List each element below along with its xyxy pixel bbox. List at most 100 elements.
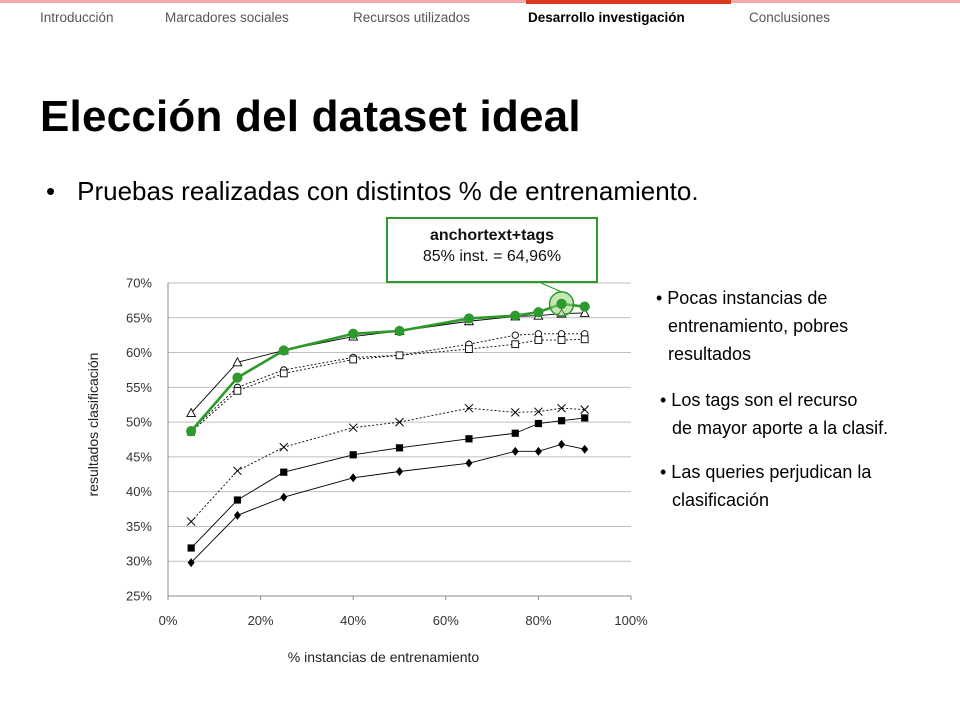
note-line: • Pocas instancias de <box>656 288 828 308</box>
series-line <box>190 333 585 431</box>
series-circle-filled <box>186 298 590 437</box>
y-tick-label: 65% <box>126 310 152 325</box>
data-point <box>233 510 241 520</box>
data-point <box>396 466 403 476</box>
series-circle-open <box>187 330 589 435</box>
data-point <box>232 356 243 367</box>
x-tick-label: 100% <box>614 613 648 628</box>
y-axis-label: resultados clasificación <box>85 353 101 497</box>
data-point <box>580 335 589 344</box>
note-line: clasificación <box>672 490 770 510</box>
data-point <box>233 496 242 504</box>
x-tick-label: 80% <box>525 613 551 628</box>
nav-item-desarrollo[interactable]: Desarrollo investigación <box>528 10 685 25</box>
data-point <box>534 419 542 428</box>
data-point <box>349 355 358 364</box>
data-point <box>557 336 566 344</box>
y-tick-label: 45% <box>126 449 152 464</box>
data-point <box>186 426 197 437</box>
data-point <box>280 492 288 502</box>
data-point <box>511 446 519 456</box>
data-point <box>279 369 288 378</box>
series-triangle <box>186 307 590 418</box>
series-line <box>190 302 585 433</box>
data-point <box>233 386 242 395</box>
data-point <box>533 307 544 318</box>
data-point <box>534 407 543 417</box>
data-point <box>233 466 242 476</box>
note-line: de mayor aporte a la clasif. <box>672 418 889 438</box>
nav-item-marcadores[interactable]: Marcadores sociales <box>165 10 289 25</box>
data-point <box>348 328 359 339</box>
data-point <box>534 336 543 344</box>
data-point <box>581 414 589 422</box>
data-point <box>232 372 243 383</box>
data-point <box>186 517 196 526</box>
note-3: • Las queries perjudican la clasificació… <box>660 458 960 514</box>
data-point <box>556 298 567 309</box>
data-point <box>580 405 590 414</box>
data-point <box>280 468 288 476</box>
x-axis-label: % instancias de entrenamiento <box>288 649 480 665</box>
data-point <box>465 458 473 468</box>
data-point <box>579 307 590 317</box>
data-point <box>511 429 519 437</box>
data-point <box>534 330 543 338</box>
data-point <box>534 446 542 456</box>
data-point <box>395 351 404 360</box>
data-point <box>395 417 404 427</box>
data-point <box>579 301 590 312</box>
x-tick-label: 0% <box>159 613 178 628</box>
data-point <box>511 331 519 339</box>
data-point <box>557 330 566 338</box>
note-line: • Los tags son el recurso <box>660 390 858 410</box>
data-point <box>348 423 358 433</box>
data-point <box>510 310 521 321</box>
series-x <box>186 403 590 526</box>
bullet-item: • Pruebas realizadas con distintos % de e… <box>46 176 699 207</box>
nav-item-conclusiones[interactable]: Conclusiones <box>749 10 831 25</box>
top-nav: Introducción Marcadores sociales Recurso… <box>0 0 960 36</box>
y-tick-label: 50% <box>126 415 152 430</box>
data-point <box>186 407 197 418</box>
y-tick-label: 70% <box>126 276 152 291</box>
y-tick-label: 35% <box>126 519 152 534</box>
data-point <box>558 439 566 449</box>
callout-connector <box>540 282 562 293</box>
data-point <box>349 473 357 483</box>
series-line <box>190 443 585 563</box>
note-line: entrenamiento, pobres <box>668 316 849 336</box>
x-tick-label: 60% <box>433 613 459 628</box>
data-point <box>279 442 289 452</box>
series-line <box>190 417 585 549</box>
nav-line <box>0 0 960 3</box>
nav-item-recursos[interactable]: Recursos utilizados <box>353 10 471 25</box>
data-point <box>557 403 566 413</box>
data-point <box>463 313 475 324</box>
data-point <box>349 451 357 459</box>
data-point <box>557 417 566 425</box>
note-1: • Pocas instancias de entrenamiento, pob… <box>656 284 956 368</box>
data-point <box>581 444 589 454</box>
y-tick-label: 55% <box>126 380 152 395</box>
series-line <box>190 312 585 414</box>
bullet-text: Pruebas realizadas con distintos % de en… <box>77 176 699 206</box>
data-point <box>278 345 289 356</box>
data-point <box>394 325 405 337</box>
callout-box: anchortext+tags 85% inst. = 64,96% <box>386 217 598 283</box>
x-tick-label: 20% <box>248 613 274 628</box>
series-diamond-filled <box>187 439 589 568</box>
series-line <box>190 338 585 433</box>
series-square-filled <box>187 414 589 552</box>
x-tick-label: 40% <box>340 613 366 628</box>
data-point <box>187 558 195 568</box>
note-line: • Las queries perjudican la <box>660 462 872 482</box>
nav-item-introduccion[interactable]: Introducción <box>40 10 114 25</box>
y-tick-label: 30% <box>126 554 152 569</box>
bullet-dot-icon: • <box>46 176 56 206</box>
data-point <box>465 435 473 443</box>
callout-text: 85% inst. = 64,96% <box>422 248 562 265</box>
callout-title: anchortext+tags <box>429 227 555 244</box>
series-line <box>190 407 585 522</box>
